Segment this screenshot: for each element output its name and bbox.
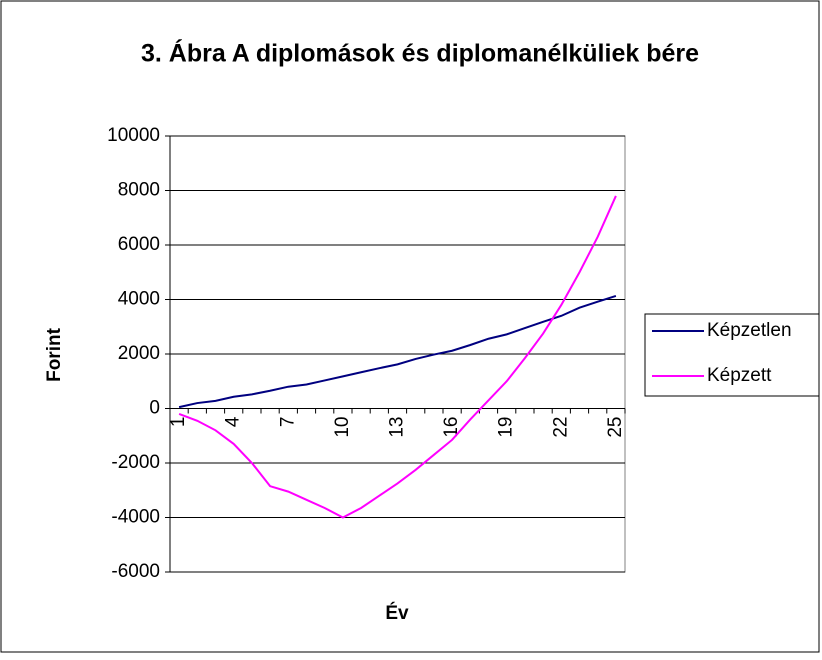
x-tick-label: 16 bbox=[441, 417, 462, 438]
series-line bbox=[178, 195, 617, 519]
y-tick-label: 8000 bbox=[118, 180, 160, 201]
x-tick-label: 7 bbox=[277, 417, 298, 428]
x-tick-label: 1 bbox=[168, 417, 189, 428]
x-tick-label: 25 bbox=[605, 417, 626, 438]
x-tick-label: 4 bbox=[223, 416, 244, 427]
x-tick-label: 10 bbox=[332, 417, 353, 438]
y-axis-label: Forint bbox=[44, 327, 65, 381]
legend-label: Képzett bbox=[707, 365, 772, 386]
legend-box bbox=[644, 313, 820, 397]
y-tick-label: -2000 bbox=[111, 452, 160, 473]
x-tick-label: 22 bbox=[550, 417, 571, 438]
legend-label: Képzetlen bbox=[707, 320, 792, 341]
chart-title: 3. Ábra A diplomások és diplomanélküliek… bbox=[141, 39, 699, 68]
y-tick-label: -6000 bbox=[111, 561, 160, 582]
x-tick-label: 13 bbox=[387, 417, 408, 438]
y-tick-label: 6000 bbox=[118, 234, 160, 255]
y-tick-label: 2000 bbox=[118, 343, 160, 364]
y-tick-label: 0 bbox=[149, 398, 160, 419]
series-line bbox=[178, 295, 617, 409]
x-axis-label: Év bbox=[385, 602, 409, 624]
y-tick-label: 4000 bbox=[118, 289, 160, 310]
x-tick-label: 19 bbox=[496, 417, 517, 438]
y-tick-label: -4000 bbox=[111, 507, 160, 528]
y-tick-label: 10000 bbox=[107, 125, 160, 146]
